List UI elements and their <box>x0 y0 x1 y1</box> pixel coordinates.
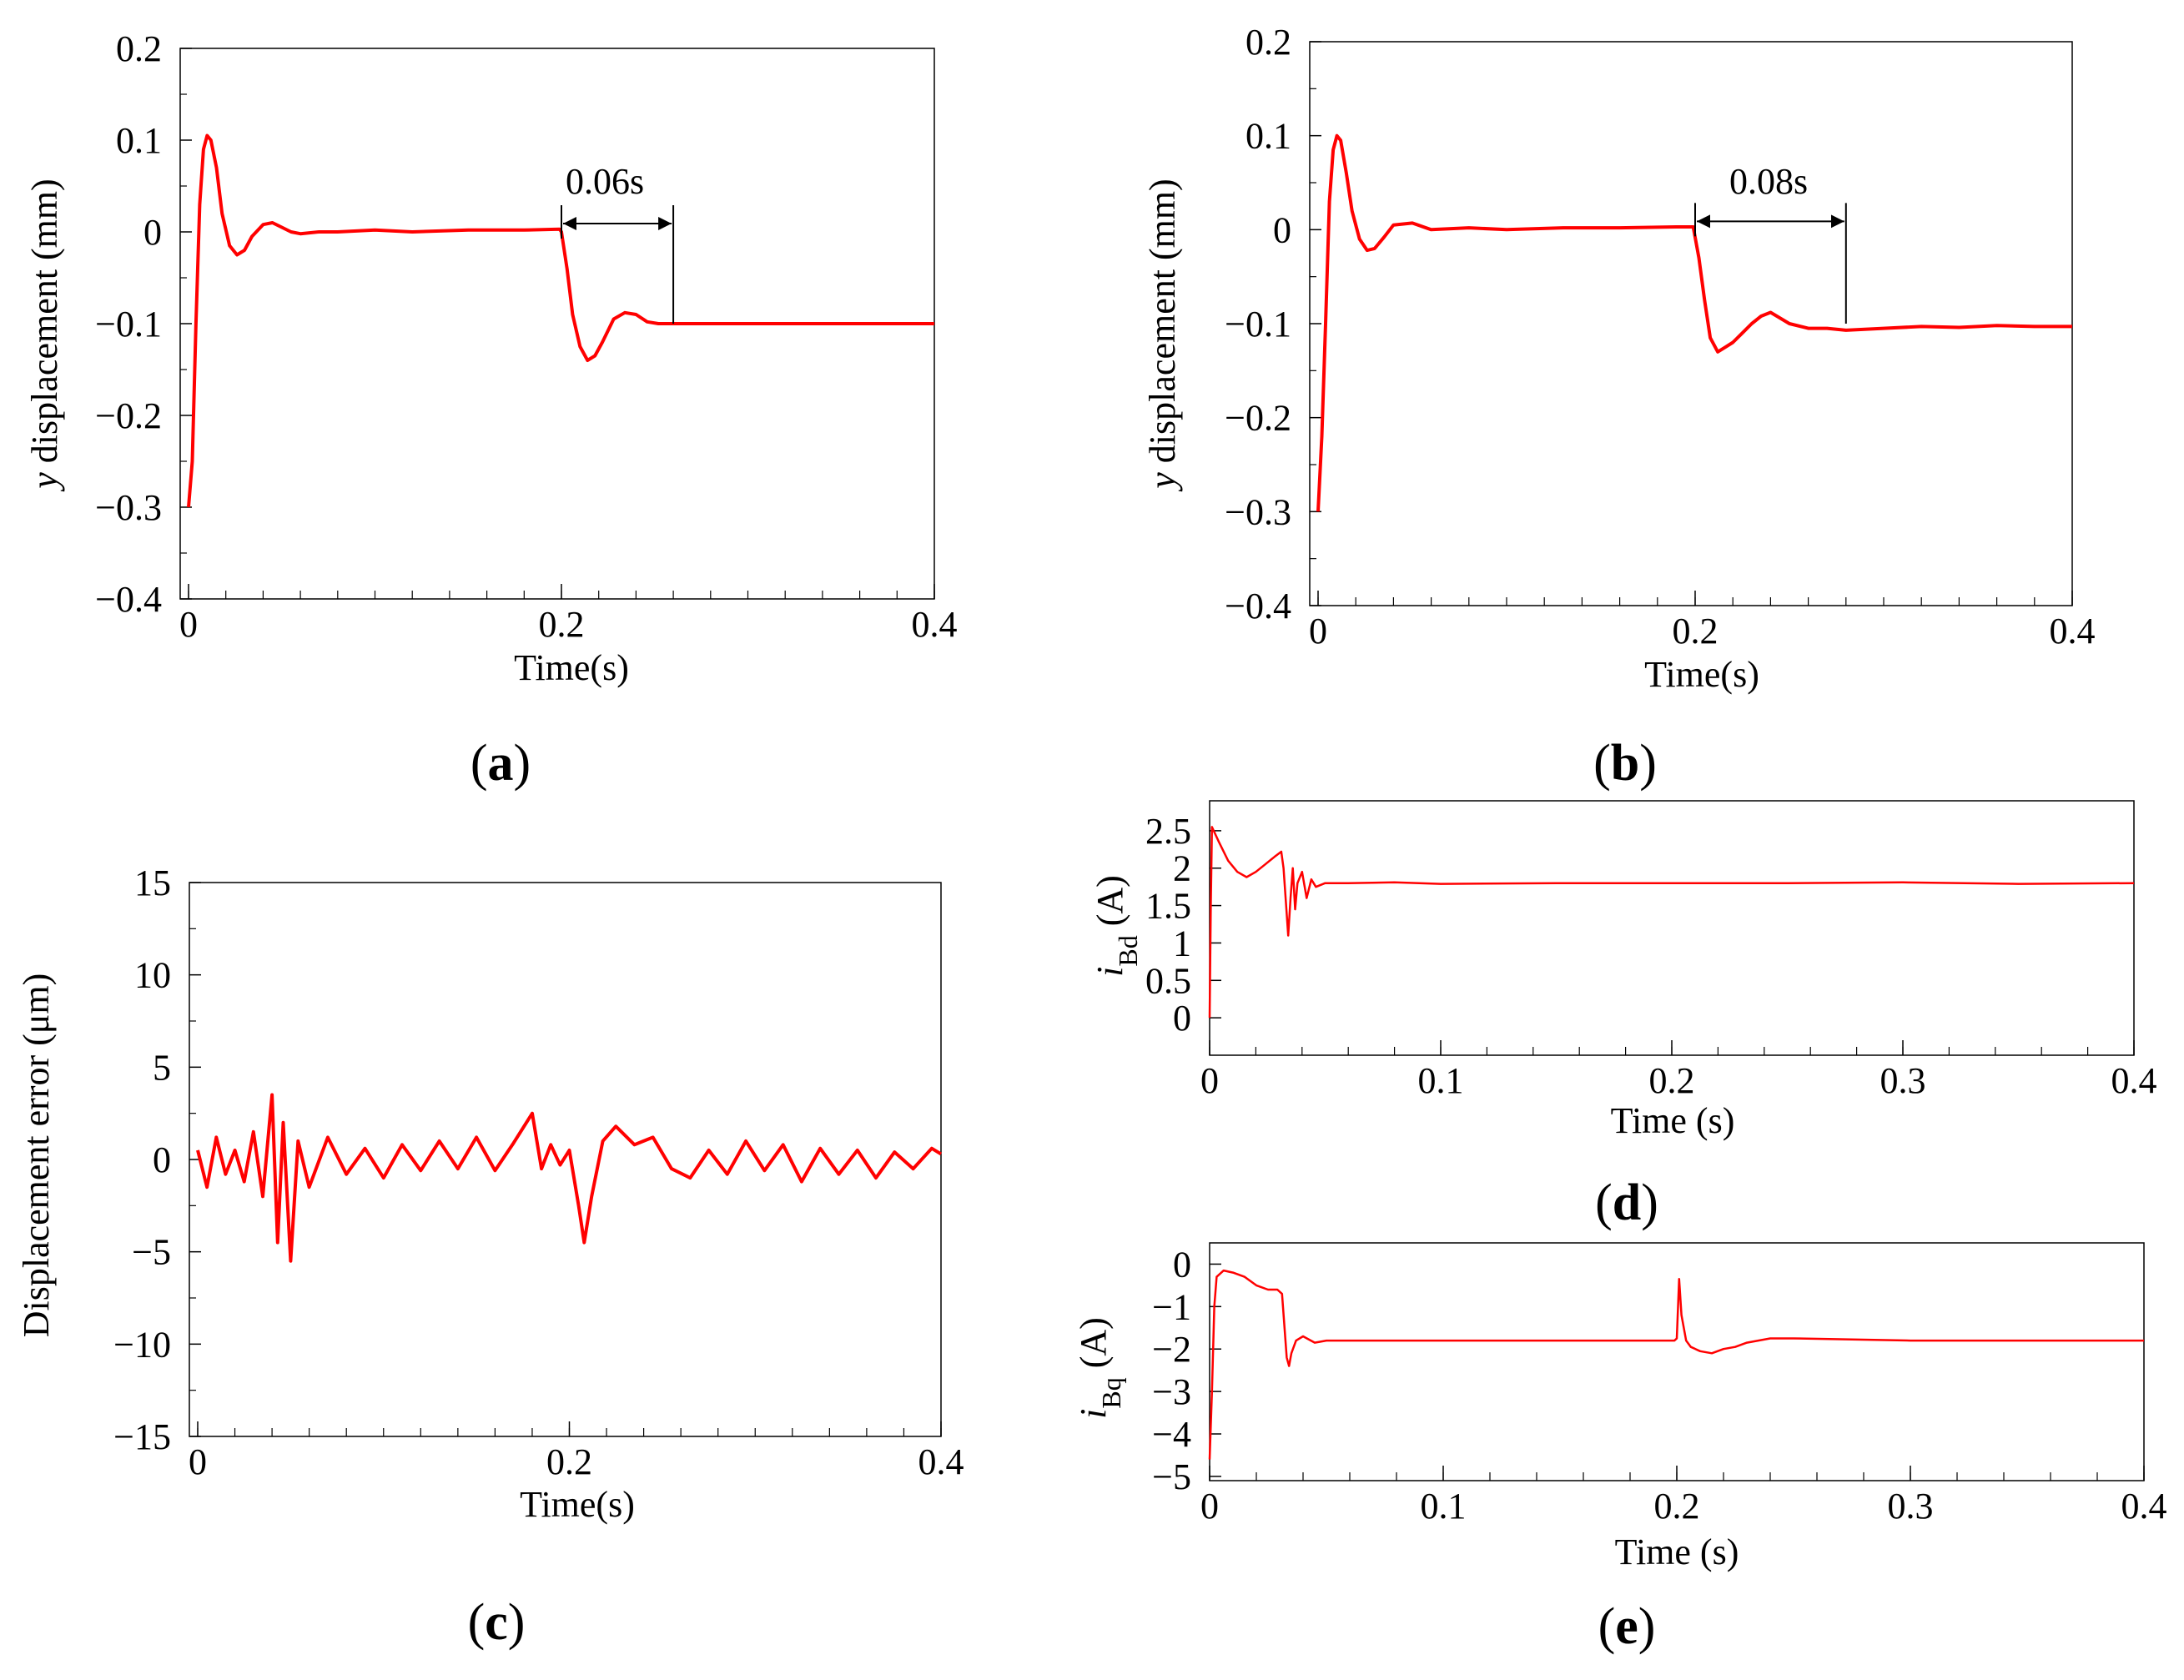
annotation-label: 0.08s <box>1729 161 1808 202</box>
chart-panel-e: iBq (A) Time (s) (e) 0 0.1 0.2 0.3 0.4 −5−4−3… <box>1073 1242 2167 1655</box>
y-tick-label: −5 <box>1152 1456 1191 1497</box>
ylabel-sub: Bd <box>1113 935 1143 966</box>
ylabel: y displacement (mm) <box>1142 179 1183 491</box>
y-tick-label: −2 <box>1152 1329 1191 1370</box>
y-tick-label: 0 <box>1173 998 1191 1039</box>
x-tick-label: 0.2 <box>539 604 585 645</box>
y-tick-label: 0 <box>1273 209 1291 250</box>
x-tick-label: 0.4 <box>918 1441 964 1482</box>
series-line <box>1316 133 2072 512</box>
chart-panel-a: y displacement (mm) Time(s) 0.06s (a) 0 0… <box>24 28 958 792</box>
x-tick-label: 0.3 <box>1880 1060 1926 1101</box>
ylabel-rest: (A) <box>1089 875 1130 935</box>
ylabel: iBq (A) <box>1073 1317 1126 1419</box>
plot-frame <box>1309 41 2073 606</box>
y-tick-label: 10 <box>134 955 171 996</box>
series-line <box>187 133 934 508</box>
y-tick-label: −0.3 <box>1225 491 1291 532</box>
plot-frame <box>1209 1242 2145 1481</box>
xlabel: Time(s) <box>514 647 629 688</box>
panel-label: (e) <box>1598 1598 1656 1655</box>
series-line <box>1208 826 2135 1019</box>
xlabel: Time (s) <box>1611 1100 1735 1141</box>
x-tick-label: 0 <box>1200 1060 1219 1101</box>
ylabel-rest: (A) <box>1073 1317 1114 1377</box>
ylabel-italic: y <box>1142 472 1183 492</box>
y-tick-label: 2.5 <box>1145 811 1191 852</box>
y-tick-label: −0.2 <box>95 395 162 436</box>
ylabel: Displacement error (μm) <box>16 973 57 1338</box>
ylabel-rest: displacement (mm) <box>1142 179 1183 472</box>
ylabel-italic: i <box>1089 967 1130 977</box>
x-tick-label: 0.4 <box>912 604 958 645</box>
y-tick-label: 0.5 <box>1145 960 1191 1001</box>
x-tick-label: 0.4 <box>2111 1060 2157 1101</box>
y-tick-label: −10 <box>113 1324 171 1365</box>
xlabel: Time(s) <box>1644 654 1759 695</box>
annotation-label: 0.06s <box>566 161 644 202</box>
x-tick-label: 0 <box>1200 1486 1219 1527</box>
y-tick-label: 0.2 <box>1245 22 1291 63</box>
x-tick-label: 0.2 <box>1649 1060 1695 1101</box>
y-tick-label: 0.1 <box>116 120 162 161</box>
ylabel-italic: y <box>24 472 65 492</box>
y-tick-label: 15 <box>134 863 171 903</box>
x-tick-label: 0.1 <box>1421 1486 1467 1527</box>
y-tick-label: −0.3 <box>95 487 162 528</box>
panel-label: (b) <box>1593 735 1657 792</box>
series-line <box>196 1093 943 1263</box>
x-tick-label: 0.2 <box>1654 1486 1700 1527</box>
chart-panel-b: y displacement (mm) Time(s) 0.08s (b) 0 0… <box>1142 22 2096 792</box>
y-tick-label: −0.1 <box>95 304 162 345</box>
y-tick-label: 0.1 <box>1245 116 1291 157</box>
y-tick-label: −0.4 <box>95 579 162 620</box>
panel-label: (c) <box>468 1594 526 1651</box>
y-tick-label: −5 <box>132 1232 171 1273</box>
chart-panel-d: iBd (A) Time (s) (d) 0 0.1 0.2 0.3 0.400.511… <box>1089 800 2157 1231</box>
ylabel-rest: displacement (mm) <box>24 179 65 472</box>
y-tick-label: 2 <box>1173 848 1191 889</box>
y-tick-label: 1.5 <box>1145 886 1191 927</box>
y-tick-label: −3 <box>1152 1371 1191 1412</box>
ylabel: y displacement (mm) <box>24 179 65 491</box>
y-tick-label: −15 <box>113 1416 171 1457</box>
y-tick-label: 0 <box>143 212 162 253</box>
y-tick-label: 5 <box>153 1047 171 1088</box>
panel-label: (d) <box>1595 1174 1658 1231</box>
series-line <box>1208 1269 2144 1460</box>
ylabel-italic: i <box>1073 1409 1114 1419</box>
x-tick-label: 0.3 <box>1888 1486 1934 1527</box>
y-tick-label: 1 <box>1173 923 1191 963</box>
y-tick-label: −0.1 <box>1225 304 1291 345</box>
y-tick-label: −4 <box>1152 1414 1191 1455</box>
chart-panel-c: Displacement error (μm) Time(s) (c) 0 0.2… <box>16 863 964 1651</box>
y-tick-label: 0.2 <box>116 28 162 69</box>
ylabel: iBd (A) <box>1089 875 1143 977</box>
x-tick-label: 0.4 <box>2050 611 2096 651</box>
y-tick-label: 0 <box>153 1139 171 1180</box>
y-tick-label: 0 <box>1173 1244 1191 1285</box>
y-tick-label: −0.2 <box>1225 398 1291 439</box>
y-tick-label: −1 <box>1152 1286 1191 1327</box>
xlabel: Time (s) <box>1615 1532 1739 1572</box>
x-tick-label: 0.4 <box>2121 1486 2167 1527</box>
x-tick-label: 0 <box>1309 611 1327 651</box>
y-tick-label: −0.4 <box>1225 586 1291 626</box>
x-tick-label: 0 <box>189 1441 207 1482</box>
panel-label: (a) <box>471 735 531 792</box>
x-tick-label: 0.2 <box>1673 611 1719 651</box>
x-tick-label: 0.2 <box>546 1441 592 1482</box>
xlabel: Time(s) <box>520 1484 635 1525</box>
ylabel-sub: Bq <box>1096 1377 1126 1408</box>
x-tick-label: 0 <box>179 604 198 645</box>
x-tick-label: 0.1 <box>1418 1060 1464 1101</box>
plot-frame <box>1209 800 2135 1056</box>
